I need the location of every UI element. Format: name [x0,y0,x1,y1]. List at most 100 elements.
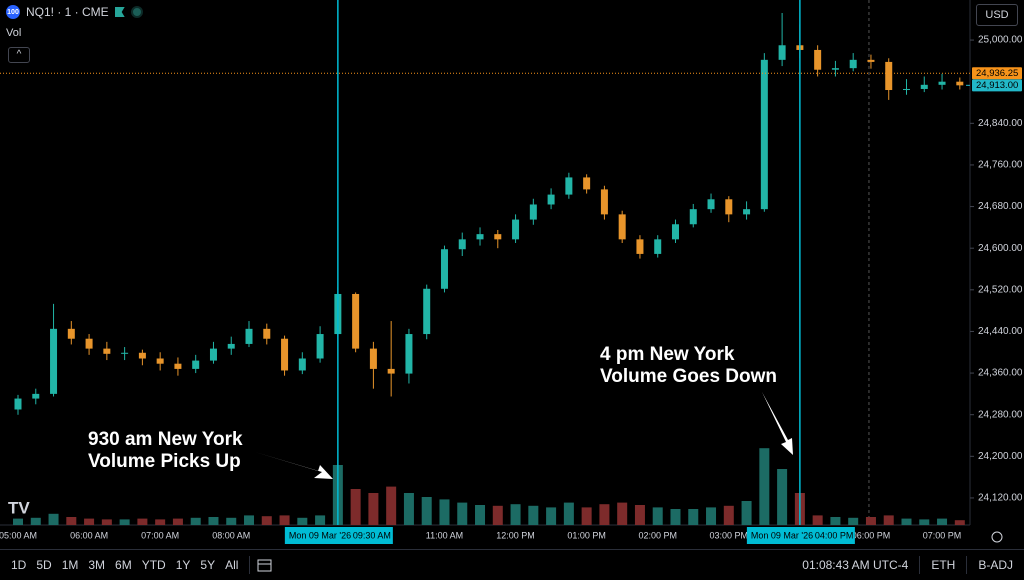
candle-body [760,59,768,210]
range-button[interactable]: All [225,558,239,572]
volume-bar [119,519,130,525]
candle-body [849,59,857,69]
crosshair-label-box [746,527,855,544]
candle-body [707,199,715,210]
volume-bar [688,509,699,525]
candle-body [618,214,626,240]
candle-body [209,348,217,361]
y-tick-label: 24,280.00 [978,409,1023,420]
range-button[interactable]: 1Y [175,558,191,572]
candle-body [14,398,22,410]
volume-bar [723,505,734,525]
candle-body [743,209,751,215]
volume-bar [777,469,788,525]
volume-bar [48,513,59,525]
volume-bar [208,517,219,525]
status-dot [130,6,143,18]
price-label: 24,913.00 [976,80,1018,91]
candle-body [458,239,466,250]
range-buttons: 1D 5D 1M 3M 6M YTD 1Y 5Y All [6,558,243,572]
volume-bar [741,501,752,525]
range-button[interactable]: 1D [11,558,27,572]
volume-bar [759,448,770,525]
candle-body [885,61,893,91]
candle-body [245,328,253,344]
indicator-label[interactable]: Vol [6,27,22,39]
adjust-button[interactable]: B-ADJ [978,558,1013,572]
volume-bar [901,518,912,525]
y-tick-label: 25,000.00 [978,35,1023,46]
date-range-icon[interactable] [256,556,274,574]
candle-body [281,338,289,371]
volume-bar [581,507,592,525]
candle-body [512,219,520,240]
header: 100 NQ1! · 1 · CME [6,5,143,19]
candle-body [352,293,360,349]
volume-bar [279,515,290,525]
chart: 930 am New York Volume Picks Up 4 pm New… [0,0,1023,544]
y-tick-label: 24,760.00 [978,160,1023,171]
candle-body [903,88,910,91]
range-button[interactable]: 6M [115,558,132,572]
volume-bar [297,517,308,525]
candle-body [938,81,946,85]
volume-bar [599,504,610,525]
candle-body [227,343,235,349]
volume-bar [137,518,148,525]
candle-body [529,204,537,220]
volume-bar [475,505,486,525]
volume-bar [812,515,823,525]
volume-bar [617,502,628,525]
volume-bar [403,493,414,525]
clock[interactable]: 01:08:43 AM UTC-4 [802,558,909,572]
candle-body [405,334,413,374]
volume-bar [937,518,948,525]
y-tick-label: 24,840.00 [978,118,1023,129]
separator [966,556,968,574]
range-button[interactable]: 5Y [200,558,216,572]
volume-bar [706,507,717,525]
flag-icon[interactable] [114,7,125,17]
symbol[interactable]: NQ1! · 1 · CME [26,5,109,19]
candle-body [369,348,377,369]
volume-bar [954,520,965,525]
candle-body [583,177,591,190]
volume-bar [492,505,503,525]
volume-bar [563,502,574,525]
session-button[interactable]: ETH [931,558,956,572]
candle-body [174,363,182,369]
x-tick-label: 11:00 AM [426,530,463,540]
y-tick-label: 24,520.00 [978,284,1023,295]
volume-bar [172,518,183,525]
candle-body [494,234,502,240]
price-label: 24,936.25 [976,68,1018,79]
toolbar-right: 01:08:43 AM UTC-4 ETH B-ADJ [797,556,1024,574]
separator [249,556,251,574]
annotation: Volume Goes Down [600,366,777,387]
price-label-box [972,79,1022,92]
plot-area [0,0,970,525]
range-button[interactable]: YTD [141,558,166,572]
volume-bar [439,499,450,525]
volume-bar [350,489,361,525]
volume-bar [528,505,539,525]
range-button[interactable]: 3M [88,558,106,572]
candle-body [867,59,875,62]
volume-bar [226,517,237,525]
annotation: 4 pm New York [600,344,735,365]
volume-bar [919,519,930,525]
candle-body [654,239,662,254]
settings-icon[interactable] [991,531,1003,543]
collapse-button[interactable]: ^ [8,47,30,63]
crosshair-date: Mon 09 Mar '26 [289,530,351,540]
y-tick-label: 24,360.00 [978,368,1023,379]
x-tick-label: 02:00 PM [638,530,677,540]
volume-bar [84,518,95,525]
icon-shape [257,559,272,572]
candle-body [831,68,839,70]
range-button[interactable]: 5D [36,558,52,572]
watermark-logo: TV [8,498,30,517]
currency-button[interactable]: USD [976,4,1018,26]
range-button[interactable]: 1M [61,558,79,572]
candle-body [298,358,306,371]
